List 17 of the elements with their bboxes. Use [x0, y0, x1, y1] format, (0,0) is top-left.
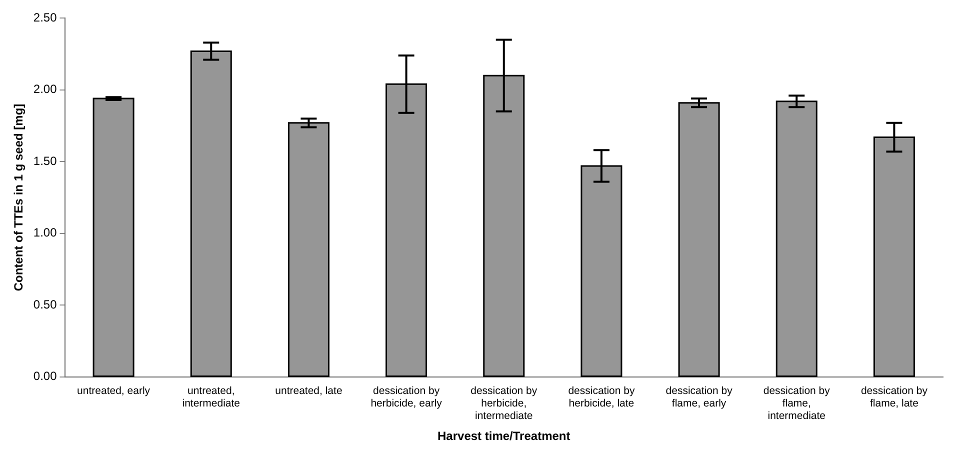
x-tick-label: untreated, intermediate — [182, 384, 240, 410]
x-tick-label: dessication by flame, late — [860, 384, 928, 410]
x-tick-label: dessication by herbicide, late — [568, 384, 636, 410]
y-tick-label: 1.00 — [33, 226, 58, 240]
y-tick-label: 2.50 — [33, 10, 58, 25]
x-tick-label: dessication by herbicide, intermediate — [470, 384, 538, 422]
x-tick-label: untreated, early — [77, 384, 151, 397]
y-tick-label: 0.50 — [33, 297, 58, 312]
x-tick-label: dessication by herbicide, early — [370, 384, 443, 410]
y-tick-label: 1.50 — [33, 154, 58, 168]
x-tick-label: dessication by flame, intermediate — [763, 384, 831, 422]
x-tick-label: untreated, late — [275, 384, 342, 397]
y-tick-label: 0.00 — [33, 369, 58, 384]
x-tick-label: dessication by flame, early — [666, 384, 734, 410]
y-tick-label: 2.00 — [33, 82, 58, 96]
y-axis-title: Content of TTEs in 1 g seed [mg] — [12, 104, 26, 292]
x-axis-title: Harvest time/Treatment — [438, 429, 570, 444]
